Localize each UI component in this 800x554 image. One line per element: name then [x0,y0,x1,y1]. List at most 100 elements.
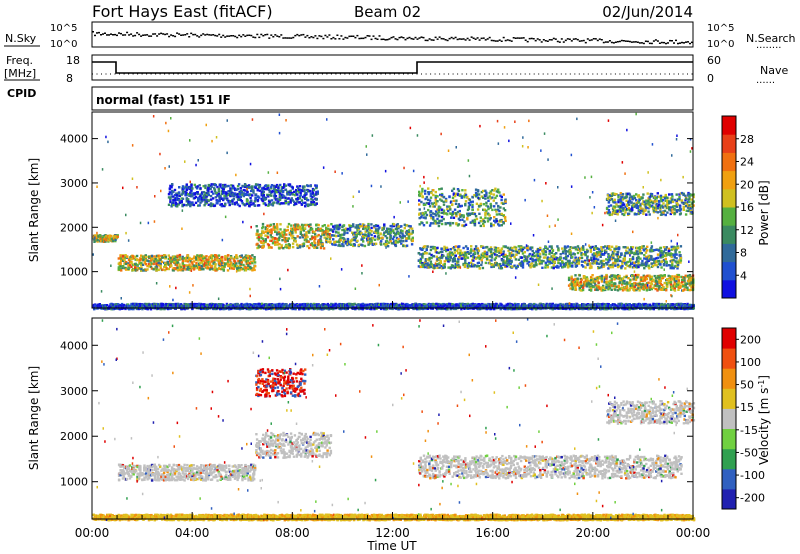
noise-point [468,39,471,41]
echo-cell [127,266,131,269]
nave-point [398,73,400,75]
echo-cell [182,203,186,207]
echo-cell [343,231,346,235]
echo-cell [200,265,204,268]
echo-cell [487,199,490,202]
echo-cell [187,268,191,271]
echo-cell [314,237,317,241]
echo-cell [319,237,322,241]
noise-point [260,33,263,36]
noise-point [258,36,261,39]
echo-cell [635,193,638,196]
echo-cell [613,198,616,202]
echo-cell [164,254,167,257]
echo-cell [262,190,265,194]
nave-point [123,73,125,75]
echo-cell [460,204,463,208]
echo-cell [351,231,354,234]
echo-cell [353,238,356,242]
echo-cell [650,255,653,258]
echo-cell [278,247,281,250]
echo-cell [270,239,273,242]
echo-cell [456,205,460,208]
echo-cell [475,217,479,221]
echo-cell [188,263,191,266]
echo-cell [220,267,224,271]
echo-cell [294,240,297,243]
echo-cell [604,245,607,248]
echo-cell [264,240,267,243]
noise-point [184,34,187,36]
noise-point [498,39,501,41]
noise-point [516,37,519,39]
echo-cell [175,203,178,206]
echo-cell [427,208,430,212]
echo-cell [302,244,306,247]
echo-cell [437,251,440,255]
noise-point [182,34,185,36]
echo-cell [571,265,574,268]
echo-cell [643,257,646,260]
echo-cell [173,255,176,258]
echo-cell [617,200,620,204]
echo-cell [428,205,432,208]
echo-cell [478,267,481,270]
echo-cell [314,233,317,236]
echo-cell [257,244,260,247]
echo-cell [170,186,173,189]
echo-cell [359,230,362,233]
echo-cell [236,256,239,259]
echo-cell [215,191,218,195]
echo-cell [457,260,460,263]
echo-cell [471,219,474,222]
echo-cell [655,202,658,206]
noise-point [494,40,497,42]
echo-cell [453,259,457,263]
echo-cell [145,259,148,262]
echo-cell [429,260,433,263]
echo-cell [337,234,340,237]
echo-cell [678,251,681,254]
noise-point [372,35,375,37]
echo-cell [310,242,314,245]
echo-cell [339,236,342,239]
nave-point [218,73,220,75]
echo-cell [319,227,323,230]
echo-cell [341,243,344,246]
echo-cell [306,235,309,239]
echo-cell [566,254,570,258]
echo-cell [108,236,112,240]
echo-cell [392,224,396,228]
echo-cell [294,237,297,240]
noise-point [378,35,381,37]
echo-cell [178,201,182,204]
echo-cell [278,242,281,246]
noise-point [262,35,265,37]
nave-point [529,73,531,75]
noise-point [504,39,507,42]
echo-cell [273,228,276,231]
echo-cell [171,183,174,186]
noise-point [675,39,677,42]
echo-cell [471,208,474,211]
echo-cell [221,255,224,259]
echo-cell [121,266,125,269]
noise-point [622,40,625,42]
echo-cell [418,194,421,198]
noise-point [440,37,443,40]
echo-cell [624,267,627,270]
echo-cell [181,262,185,265]
echo-cell [464,223,468,226]
echo-cell [426,245,429,248]
echo-cell [299,232,302,235]
echo-cell [227,260,230,263]
echo-cell [130,262,133,265]
echo-cell [191,266,194,269]
echo-cell [261,199,265,202]
echo-cell [640,252,643,255]
echo-cell [183,265,186,268]
echo-cell [596,288,599,292]
echo-cell [644,251,648,254]
noise-point [626,40,629,42]
